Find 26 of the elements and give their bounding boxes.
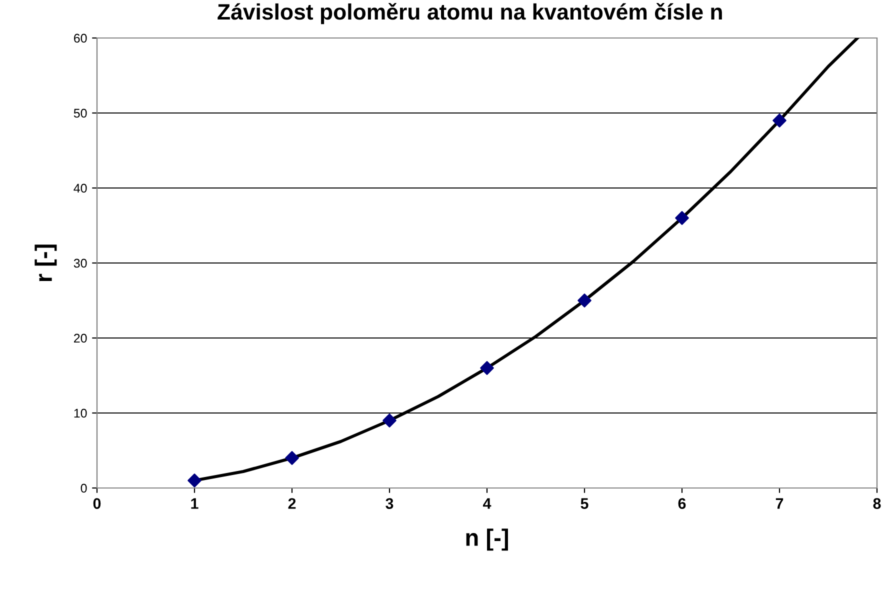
- y-tick-label: 60: [74, 34, 87, 43]
- x-tick-label: 8: [873, 498, 881, 509]
- point: [285, 451, 299, 465]
- y-tick-label: 30: [74, 258, 87, 268]
- point: [578, 294, 592, 308]
- x-tick-label: 1: [191, 498, 198, 509]
- x-tick-label: 2: [288, 498, 296, 509]
- x-tick-label: 0: [93, 498, 101, 509]
- y-axis-title: r [-]: [34, 244, 57, 282]
- point: [480, 361, 494, 375]
- point: [772, 114, 786, 128]
- y-tick-label: 0: [80, 484, 87, 493]
- point: [675, 211, 689, 225]
- x-axis-title: n [-]: [466, 528, 508, 551]
- x-tick-label: 7: [776, 498, 784, 509]
- x-tick-label: 4: [482, 498, 492, 509]
- x-tick-label: 6: [678, 498, 686, 509]
- x-tick-label: 3: [386, 498, 394, 509]
- point: [382, 414, 396, 428]
- y-tick-label: 20: [74, 334, 87, 343]
- chart-title: Závislost poloměru atomu na kvantovém čísle n: [218, 2, 722, 24]
- point: [188, 474, 202, 488]
- y-tick-label: 50: [74, 108, 87, 118]
- y-tick-label: 40: [74, 184, 87, 193]
- x-tick-label: 5: [580, 498, 588, 509]
- y-tick-label: 10: [74, 408, 87, 418]
